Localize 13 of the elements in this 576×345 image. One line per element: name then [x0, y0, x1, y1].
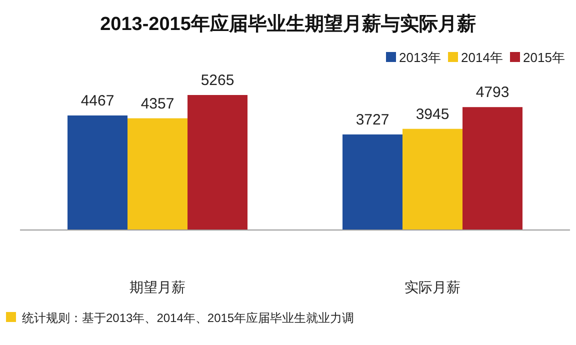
data-label: 4467 [80, 92, 114, 110]
x-tick-label: 期望月薪 [130, 279, 186, 295]
legend-label: 2015年 [523, 50, 565, 65]
data-label: 5265 [200, 72, 234, 89]
text: 统计规则：基于2013年、2014年、2015年应届毕业生就业力调 [22, 311, 354, 325]
data-label: 4793 [476, 84, 510, 102]
data-label: 4357 [140, 95, 174, 112]
x-tick-label: 实际月薪 [404, 279, 460, 295]
data-label: 3945 [416, 106, 450, 123]
legend-label: 2014年 [461, 50, 503, 65]
legend-label: 2013年 [399, 50, 441, 65]
chart-title: 2013-2015年应届毕业生期望月薪与实际月薪 [100, 13, 476, 35]
data-label: 3727 [356, 111, 390, 128]
